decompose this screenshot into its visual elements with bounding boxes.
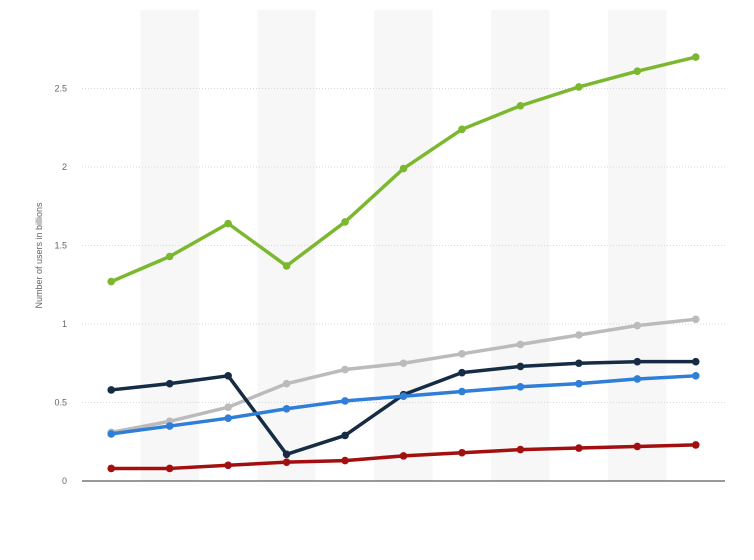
background-band (432, 10, 492, 481)
data-point[interactable] (341, 218, 349, 226)
data-point[interactable] (165, 422, 174, 430)
data-point[interactable] (165, 252, 174, 261)
data-point[interactable] (341, 456, 349, 465)
data-point[interactable] (107, 277, 116, 286)
data-point[interactable] (516, 101, 525, 110)
data-point[interactable] (107, 464, 116, 473)
data-point[interactable] (691, 315, 700, 324)
background-band (315, 10, 375, 481)
data-point[interactable] (458, 448, 466, 457)
background-band (82, 10, 141, 481)
y-tick-label: 0 (62, 476, 67, 486)
y-tick-label: 1.5 (54, 241, 67, 251)
data-point[interactable] (399, 392, 408, 401)
y-tick-label: 2.5 (54, 84, 67, 94)
data-point[interactable] (224, 403, 232, 412)
data-point[interactable] (282, 458, 291, 466)
data-point[interactable] (341, 431, 349, 440)
data-point[interactable] (633, 375, 642, 383)
data-point[interactable] (165, 464, 174, 473)
data-point[interactable] (224, 414, 232, 423)
data-point[interactable] (282, 262, 291, 270)
data-point[interactable] (458, 387, 466, 396)
data-point[interactable] (516, 445, 525, 454)
background-band (666, 10, 725, 481)
y-tick-label: 2 (62, 162, 67, 172)
data-point[interactable] (399, 359, 408, 368)
data-point[interactable] (107, 386, 116, 394)
data-point[interactable] (633, 321, 642, 330)
y-axis-ticks: 0 0.5 1 1.5 2 2.5 (54, 84, 67, 487)
data-point[interactable] (165, 379, 174, 388)
data-point[interactable] (516, 383, 525, 391)
data-point[interactable] (691, 441, 700, 449)
data-point[interactable] (399, 452, 408, 460)
data-point[interactable] (691, 372, 700, 380)
y-axis-title: Number of users in billions (34, 202, 44, 309)
data-point[interactable] (341, 365, 349, 374)
data-point[interactable] (633, 442, 642, 451)
y-tick-label: 1 (62, 319, 67, 329)
y-tick-label: 0.5 (54, 398, 67, 408)
data-point[interactable] (224, 461, 232, 470)
data-point[interactable] (107, 430, 116, 438)
data-point[interactable] (399, 164, 408, 173)
series-0 (107, 53, 700, 286)
data-point[interactable] (516, 340, 525, 349)
series-3 (107, 372, 700, 438)
data-point[interactable] (633, 67, 642, 76)
data-point[interactable] (575, 359, 583, 368)
data-point[interactable] (282, 379, 291, 388)
data-point[interactable] (458, 350, 466, 358)
data-point[interactable] (691, 53, 700, 61)
data-point[interactable] (575, 331, 583, 339)
data-point[interactable] (224, 219, 232, 228)
data-point[interactable] (458, 125, 466, 134)
data-point[interactable] (458, 368, 466, 377)
data-point[interactable] (575, 83, 583, 91)
data-point[interactable] (282, 450, 291, 459)
data-point[interactable] (341, 397, 349, 405)
data-point[interactable] (282, 404, 291, 413)
data-point[interactable] (516, 362, 525, 371)
data-point[interactable] (224, 372, 232, 380)
series-group (107, 53, 700, 473)
series-4 (107, 441, 700, 473)
data-point[interactable] (691, 357, 700, 366)
data-point[interactable] (575, 444, 583, 452)
data-point[interactable] (633, 357, 642, 366)
data-point[interactable] (575, 379, 583, 388)
